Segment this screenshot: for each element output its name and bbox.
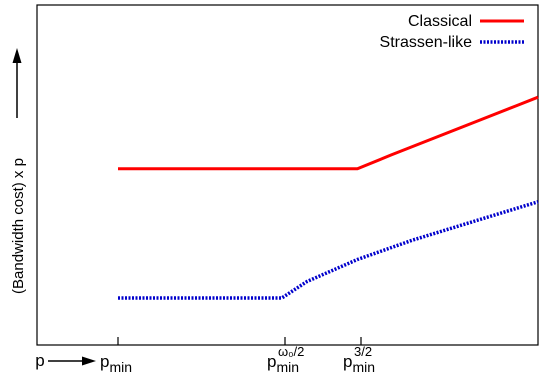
legend-label: Classical (408, 13, 472, 30)
x-axis-label-group: p (35, 351, 96, 370)
y-axis-arrow-head (12, 48, 22, 63)
x-tick-label-exponent: ω₀/2 (278, 344, 304, 359)
x-tick-label: pmin (343, 352, 375, 375)
series-line-strassen-like (118, 200, 539, 300)
series-line-classical (118, 95, 539, 171)
legend-label: Strassen-like (380, 34, 473, 51)
legend: Classical Strassen-like (380, 13, 524, 51)
x-axis-arrow-head (82, 356, 96, 366)
x-axis-label: p (35, 351, 44, 370)
y-axis-label-group: (Bandwidth cost) x p (10, 48, 27, 294)
y-axis-label: (Bandwidth cost) x p (10, 158, 27, 294)
series-layer (118, 95, 539, 300)
x-tick-label: pmin (100, 352, 132, 375)
x-tick-label: pmin (267, 352, 299, 375)
plot-frame (36, 4, 539, 346)
x-tick-label-exponent: 3/2 (354, 344, 372, 359)
